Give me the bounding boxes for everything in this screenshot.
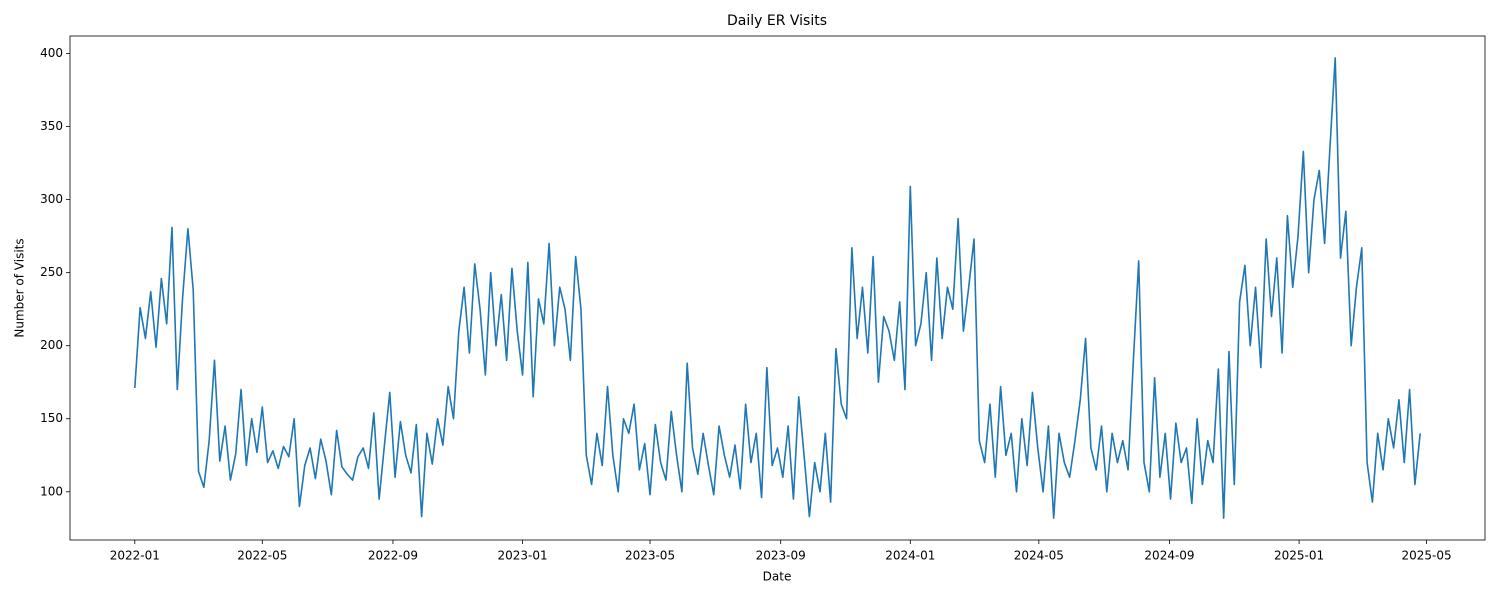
- y-axis-label: Number of Visits: [13, 238, 27, 337]
- y-tick-label: 100: [40, 484, 63, 498]
- x-tick-label: 2023-05: [625, 549, 675, 563]
- data-line: [134, 57, 1421, 519]
- x-axis-label: Date: [763, 570, 792, 584]
- x-tick-label: 2024-09: [1144, 549, 1194, 563]
- plot-frame: [69, 35, 1486, 541]
- x-tick-label: 2025-05: [1402, 549, 1452, 563]
- x-tick-label: 2023-09: [756, 549, 806, 563]
- y-tick-label: 150: [40, 411, 63, 425]
- x-tick-label: 2023-01: [497, 549, 547, 563]
- y-tick-label: 200: [40, 338, 63, 352]
- x-tick-label: 2022-01: [110, 549, 160, 563]
- y-tick-label: 300: [40, 192, 63, 206]
- y-tick-label: 250: [40, 265, 63, 279]
- x-tick-label: 2025-01: [1274, 549, 1324, 563]
- x-tick-label: 2022-05: [237, 549, 287, 563]
- x-tick-label: 2022-09: [368, 549, 418, 563]
- x-tick-label: 2024-05: [1014, 549, 1064, 563]
- x-tick-label: 2024-01: [885, 549, 935, 563]
- y-tick-label: 350: [40, 119, 63, 133]
- y-tick-label: 400: [40, 46, 63, 60]
- chart-title: Daily ER Visits: [727, 13, 827, 29]
